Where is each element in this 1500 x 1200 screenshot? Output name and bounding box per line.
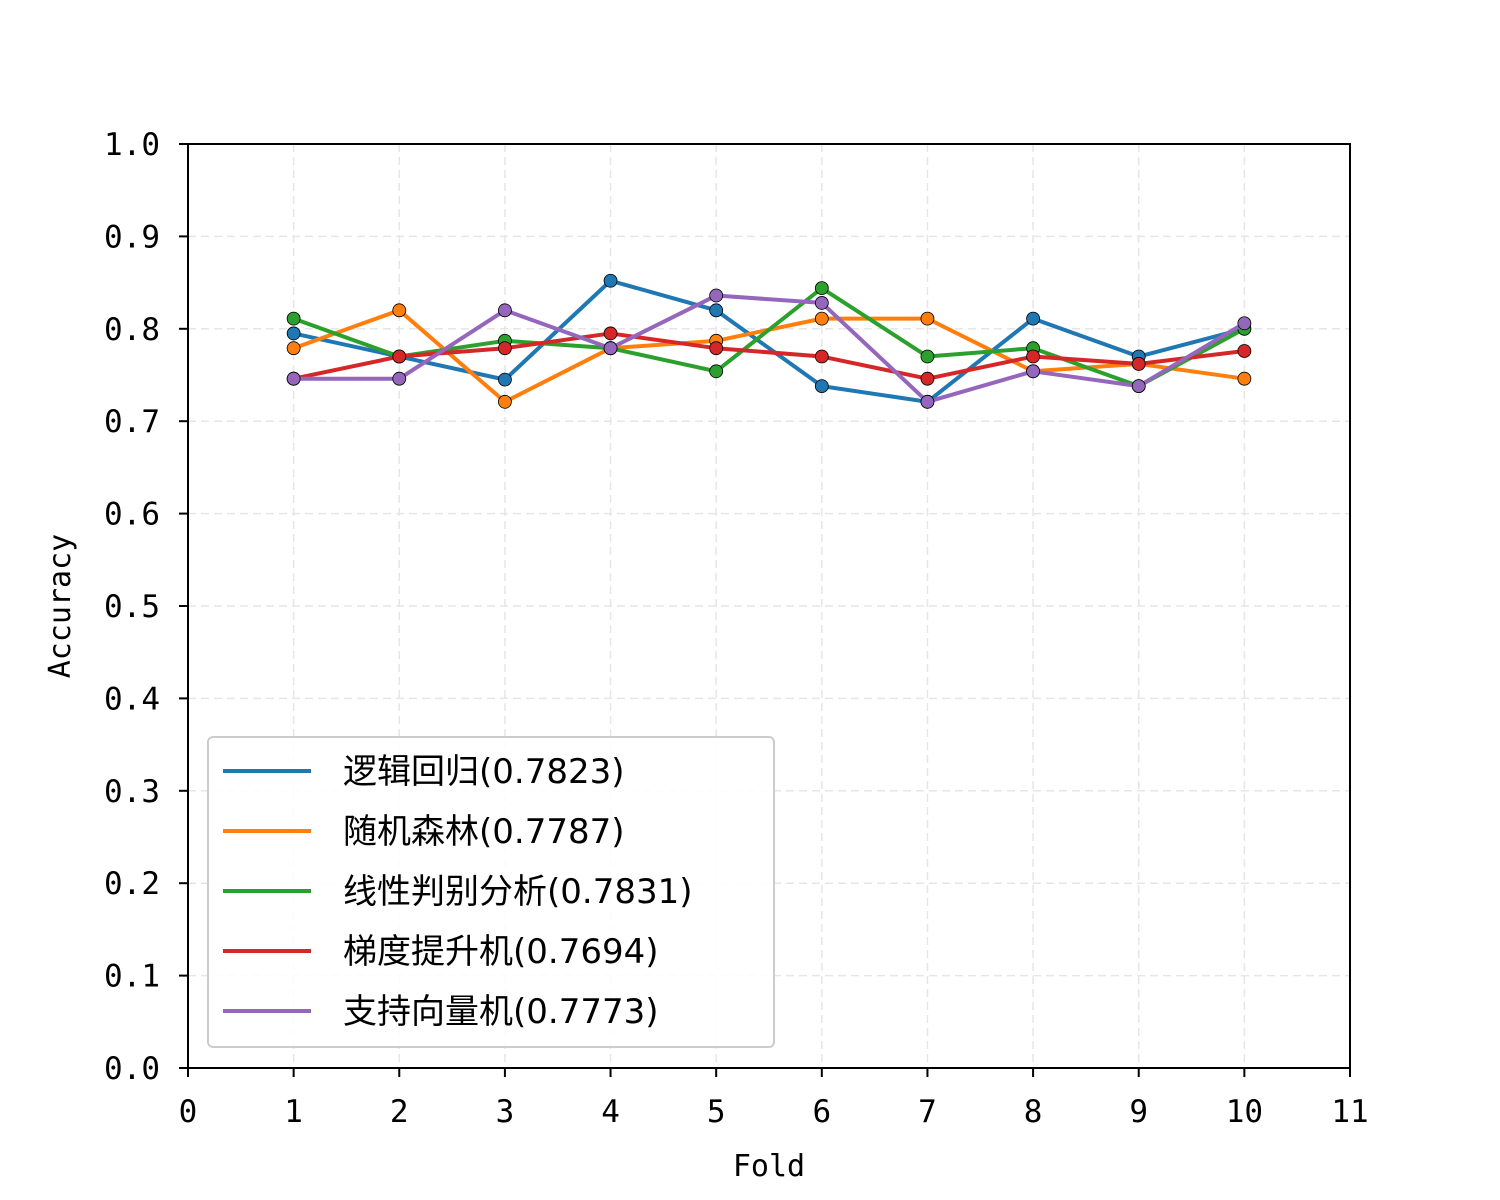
data-point bbox=[814, 349, 829, 364]
y-tick-label: 0.6 bbox=[104, 497, 160, 533]
y-tick-label: 0.9 bbox=[104, 219, 160, 255]
legend-label: 随机森林(0.7787) bbox=[343, 812, 625, 852]
data-point bbox=[814, 311, 829, 326]
data-point bbox=[709, 288, 724, 303]
legend: 逻辑回归(0.7823) 随机森林(0.7787) 线性判别分析(0.7831) 梯度… bbox=[207, 736, 775, 1048]
data-point bbox=[286, 326, 301, 341]
series-1 bbox=[286, 273, 1252, 409]
legend-item: 支持向量机(0.7773) bbox=[223, 992, 659, 1032]
legend-label: 线性判别分析(0.7831) bbox=[343, 872, 693, 912]
series-4 bbox=[286, 326, 1252, 386]
legend-item: 梯度提升机(0.7694) bbox=[223, 932, 659, 972]
series-line bbox=[293, 293, 1246, 404]
legend-label: 梯度提升机(0.7694) bbox=[343, 932, 659, 972]
grid-lines bbox=[187, 143, 1351, 1069]
data-point bbox=[920, 394, 935, 409]
series-line bbox=[292, 286, 1246, 389]
data-point bbox=[709, 364, 724, 379]
legend-item: 随机森林(0.7787) bbox=[223, 812, 625, 852]
y-tick-label: 0.1 bbox=[104, 959, 160, 995]
x-tick-label: 11 bbox=[1331, 1094, 1368, 1130]
series-lines bbox=[286, 273, 1252, 409]
x-tick-label: 9 bbox=[1129, 1094, 1148, 1130]
data-point bbox=[603, 326, 618, 341]
data-point bbox=[1026, 311, 1040, 326]
data-point bbox=[392, 303, 407, 318]
data-point bbox=[286, 341, 301, 356]
y-axis-label: Accuracy bbox=[43, 534, 78, 679]
data-point bbox=[709, 303, 724, 318]
data-point bbox=[814, 296, 829, 310]
data-point bbox=[920, 349, 935, 364]
data-point bbox=[603, 341, 618, 356]
y-tick-label: 0.5 bbox=[104, 589, 160, 625]
series-line bbox=[293, 278, 1245, 404]
data-point bbox=[1237, 316, 1252, 331]
x-tick-label: 10 bbox=[1226, 1094, 1263, 1130]
legend-item: 线性判别分析(0.7831) bbox=[223, 872, 693, 912]
x-axis-label: Fold bbox=[733, 1149, 805, 1184]
data-point bbox=[709, 341, 724, 356]
x-tick-label: 4 bbox=[601, 1094, 620, 1130]
data-point bbox=[1237, 344, 1252, 358]
data-point bbox=[286, 371, 301, 386]
y-tick-label: 0.0 bbox=[104, 1051, 160, 1087]
y-tick-label: 0.8 bbox=[104, 312, 160, 348]
series-line bbox=[293, 331, 1245, 381]
data-point bbox=[286, 311, 301, 326]
data-point bbox=[603, 273, 618, 288]
data-point bbox=[920, 371, 935, 386]
x-tick-label: 3 bbox=[496, 1094, 515, 1130]
legend-item: 逻辑回归(0.7823) bbox=[223, 752, 625, 792]
x-tick-label: 2 bbox=[390, 1094, 409, 1130]
data-point bbox=[498, 303, 512, 318]
data-point bbox=[392, 349, 407, 364]
data-point bbox=[814, 379, 829, 393]
data-point bbox=[920, 311, 935, 326]
x-tick-label: 1 bbox=[284, 1094, 303, 1130]
data-point bbox=[1026, 349, 1040, 364]
y-tick-label: 0.7 bbox=[104, 404, 160, 440]
x-tick-label: 7 bbox=[918, 1094, 937, 1130]
data-point bbox=[1026, 364, 1040, 379]
series-5 bbox=[286, 288, 1252, 409]
y-tick-label: 0.2 bbox=[104, 866, 160, 902]
x-tick-label: 6 bbox=[812, 1094, 831, 1130]
legend-label: 支持向量机(0.7773) bbox=[343, 992, 659, 1032]
legend-box bbox=[207, 736, 775, 1048]
data-point bbox=[498, 372, 512, 387]
data-point bbox=[498, 341, 512, 356]
x-tick-label: 5 bbox=[707, 1094, 726, 1130]
x-tick-label: 8 bbox=[1024, 1094, 1043, 1130]
data-point bbox=[1131, 379, 1146, 393]
data-point bbox=[1131, 357, 1146, 371]
data-point bbox=[392, 371, 407, 386]
x-tick-label: 0 bbox=[179, 1094, 198, 1130]
data-point bbox=[1237, 371, 1252, 386]
y-tick-label: 1.0 bbox=[104, 127, 160, 163]
data-point bbox=[814, 281, 829, 296]
axis-ticks: 0 1 2 3 4 5 6 7 8 9 10 11 0.0 0.1 0.2 0.3 0.4 0.5 0.6 0.7 0.… bbox=[104, 127, 1369, 1130]
y-tick-label: 0.3 bbox=[104, 774, 160, 810]
legend-label: 逻辑回归(0.7823) bbox=[343, 752, 625, 792]
data-point bbox=[498, 394, 512, 409]
y-tick-label: 0.4 bbox=[104, 681, 160, 717]
